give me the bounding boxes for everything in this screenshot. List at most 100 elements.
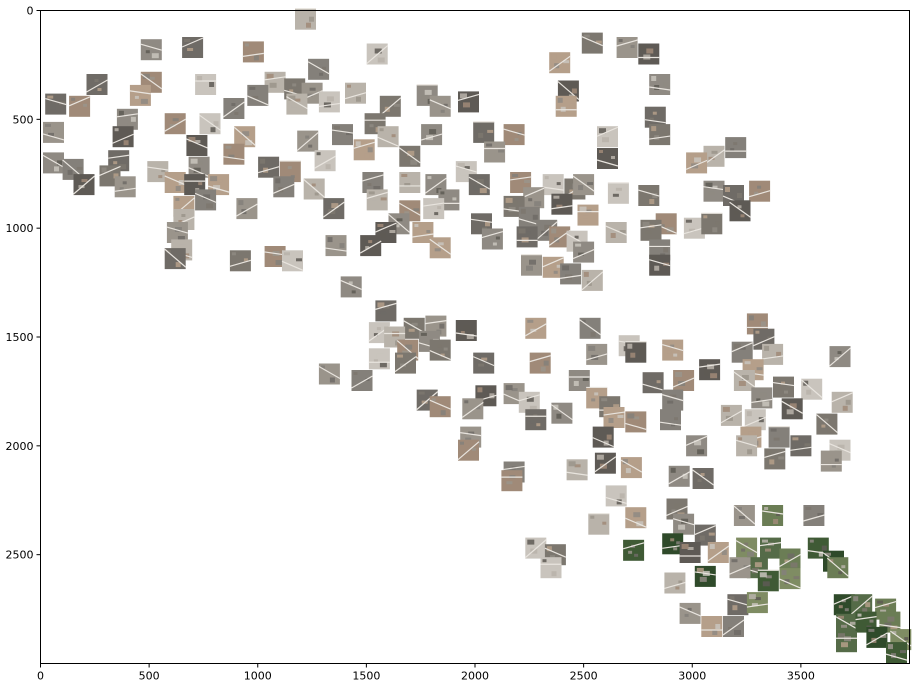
data-point-thumbnail bbox=[551, 402, 573, 424]
data-point-thumbnail bbox=[366, 43, 389, 65]
data-point-thumbnail bbox=[164, 113, 186, 135]
data-point-thumbnail bbox=[762, 343, 784, 365]
data-point-thumbnail bbox=[420, 124, 443, 146]
data-point-thumbnail bbox=[731, 341, 753, 363]
data-point-thumbnail bbox=[820, 450, 842, 472]
y-tick-label: 2000 bbox=[6, 440, 34, 453]
data-point-thumbnail bbox=[625, 341, 647, 363]
data-point-thumbnail bbox=[116, 108, 138, 130]
data-point-thumbnail bbox=[768, 426, 790, 448]
data-point-thumbnail bbox=[42, 121, 65, 143]
data-point-thumbnail bbox=[147, 161, 169, 183]
y-tick-label: 0 bbox=[27, 5, 34, 18]
x-tick-label: 1000 bbox=[244, 670, 272, 683]
x-tick-label: 1500 bbox=[352, 670, 380, 683]
data-point-thumbnail bbox=[229, 250, 252, 272]
data-point-thumbnail bbox=[662, 339, 684, 361]
data-point-thumbnail bbox=[592, 426, 614, 448]
data-point-thumbnail bbox=[164, 248, 187, 270]
data-point-thumbnail bbox=[340, 276, 362, 298]
data-point-thumbnail bbox=[359, 235, 382, 257]
data-point-thumbnail bbox=[679, 602, 701, 624]
data-point-thumbnail bbox=[746, 592, 769, 614]
data-point-thumbnail bbox=[664, 572, 686, 594]
data-point-thumbnail bbox=[484, 141, 506, 163]
data-point-thumbnail bbox=[762, 505, 784, 526]
data-point-thumbnail bbox=[648, 254, 671, 276]
x-axis: 0 500 1000 1500 2000 2500 3000 3500 bbox=[37, 663, 815, 683]
x-tick-label: 3500 bbox=[787, 670, 815, 683]
data-point-thumbnail bbox=[685, 435, 708, 457]
data-point-thumbnail bbox=[186, 135, 208, 156]
data-point-thumbnail bbox=[114, 176, 136, 198]
data-point-thumbnail bbox=[831, 391, 853, 413]
data-point-thumbnail bbox=[638, 43, 660, 65]
data-point-thumbnail bbox=[779, 548, 801, 570]
data-point-thumbnail bbox=[694, 524, 717, 546]
data-point-thumbnail bbox=[529, 352, 551, 374]
data-point-thumbnail bbox=[640, 219, 662, 241]
data-point-thumbnail bbox=[351, 370, 373, 391]
data-point-thumbnail bbox=[585, 343, 608, 365]
data-point-thumbnail bbox=[516, 226, 538, 248]
data-point-thumbnail bbox=[322, 198, 345, 220]
data-point-thumbnail bbox=[233, 126, 256, 148]
data-point-thumbnail bbox=[622, 539, 645, 561]
data-point-thumbnail bbox=[803, 505, 825, 526]
data-point-thumbnail bbox=[790, 435, 812, 457]
data-point-thumbnail bbox=[457, 439, 480, 461]
data-point-thumbnail bbox=[86, 74, 108, 95]
data-point-thumbnail bbox=[481, 228, 504, 250]
data-point-thumbnail bbox=[620, 457, 643, 479]
data-point-thumbnail bbox=[596, 126, 619, 148]
data-point-thumbnail bbox=[318, 91, 341, 113]
data-point-thumbnail bbox=[729, 200, 751, 222]
data-point-thumbnail bbox=[644, 106, 666, 128]
data-point-thumbnail bbox=[223, 98, 245, 119]
data-point-thumbnail bbox=[779, 568, 801, 590]
data-point-thumbnail bbox=[699, 359, 721, 381]
data-point-thumbnail bbox=[518, 391, 540, 413]
data-point-thumbnail bbox=[572, 174, 595, 196]
data-point-thumbnail bbox=[166, 222, 189, 243]
data-point-thumbnail bbox=[362, 172, 384, 193]
data-point-thumbnail bbox=[625, 411, 647, 433]
data-point-thumbnail bbox=[548, 52, 571, 74]
data-point-thumbnail bbox=[223, 143, 245, 165]
data-point-thumbnail bbox=[455, 320, 477, 341]
data-point-thumbnail bbox=[520, 254, 542, 276]
x-tick-label: 500 bbox=[139, 670, 160, 683]
data-point-thumbnail bbox=[188, 156, 210, 178]
data-point-thumbnail bbox=[703, 180, 725, 202]
data-point-thumbnail bbox=[566, 459, 588, 481]
data-point-thumbnail bbox=[429, 339, 451, 361]
data-point-thumbnail bbox=[524, 537, 547, 559]
data-point-thumbnail bbox=[429, 396, 451, 418]
data-point-thumbnail bbox=[735, 435, 758, 457]
data-point-thumbnail bbox=[679, 542, 701, 563]
data-point-thumbnail bbox=[616, 37, 638, 58]
data-point-thumbnail bbox=[560, 263, 582, 285]
data-point-thumbnail bbox=[461, 398, 484, 420]
data-point-thumbnail bbox=[800, 378, 823, 400]
data-point-thumbnail bbox=[353, 139, 375, 161]
data-point-thumbnail bbox=[588, 513, 610, 535]
data-point-thumbnail bbox=[542, 174, 564, 196]
data-point-thumbnail bbox=[625, 507, 647, 529]
data-point-thumbnail bbox=[164, 172, 186, 193]
data-point-thumbnail bbox=[473, 121, 495, 143]
data-point-thumbnail bbox=[503, 124, 525, 146]
data-point-thumbnail bbox=[42, 152, 65, 174]
data-point-thumbnail bbox=[318, 363, 341, 385]
data-point-thumbnail bbox=[727, 594, 749, 616]
data-point-thumbnail bbox=[781, 398, 803, 420]
data-point-thumbnail bbox=[581, 269, 604, 291]
data-point-thumbnail bbox=[236, 198, 258, 220]
data-point-thumbnail bbox=[194, 189, 217, 211]
data-point-thumbnail bbox=[412, 222, 434, 243]
data-point-thumbnail bbox=[607, 182, 629, 204]
data-point-thumbnail bbox=[685, 152, 708, 174]
data-point-thumbnail bbox=[748, 180, 771, 202]
data-point-thumbnail bbox=[331, 124, 354, 146]
